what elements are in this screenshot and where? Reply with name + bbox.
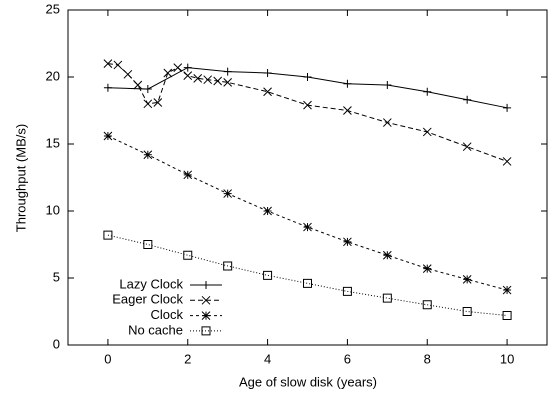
- marker: [103, 59, 113, 68]
- x-tick-label: 8: [424, 351, 431, 366]
- marker: [462, 307, 472, 316]
- marker: [113, 60, 123, 70]
- marker: [503, 103, 512, 112]
- marker: [343, 106, 352, 115]
- plot-frame: [67, 9, 548, 346]
- legend-label: Eager Clock: [112, 292, 183, 307]
- marker: [382, 250, 392, 260]
- marker: [223, 78, 233, 87]
- marker: [303, 222, 312, 232]
- marker: [263, 206, 272, 216]
- marker: [203, 75, 213, 85]
- y-tick-label: 5: [53, 269, 60, 284]
- marker: [422, 127, 432, 137]
- marker: [502, 285, 512, 295]
- marker: [201, 326, 211, 336]
- marker: [462, 142, 472, 152]
- marker: [383, 81, 392, 90]
- marker: [183, 170, 193, 180]
- marker: [303, 73, 312, 81]
- marker: [183, 63, 192, 72]
- marker: [103, 230, 113, 240]
- marker: [382, 293, 392, 303]
- marker: [213, 76, 223, 86]
- marker: [201, 295, 211, 305]
- marker: [502, 157, 512, 166]
- marker: [103, 83, 112, 92]
- marker: [201, 311, 211, 320]
- marker: [202, 281, 210, 289]
- marker: [423, 87, 432, 96]
- marker: [103, 131, 113, 141]
- y-tick-label: 10: [46, 202, 60, 217]
- x-tick-label: 4: [264, 351, 271, 366]
- x-axis-label: Age of slow disk (years): [239, 374, 377, 389]
- marker: [303, 278, 312, 288]
- x-tick-label: 0: [104, 351, 111, 366]
- marker: [462, 274, 472, 284]
- marker: [342, 286, 352, 296]
- series-line: [107, 135, 508, 291]
- y-tick-label: 15: [46, 135, 60, 150]
- legend-label: No cache: [128, 322, 183, 337]
- marker: [303, 100, 312, 110]
- marker: [193, 73, 203, 83]
- marker: [223, 67, 232, 76]
- y-tick-label: 25: [46, 1, 60, 16]
- legend-label: Clock: [150, 307, 183, 322]
- marker: [133, 80, 143, 90]
- marker: [143, 240, 153, 249]
- marker: [263, 68, 272, 77]
- x-tick-label: 10: [500, 351, 514, 366]
- marker: [143, 150, 153, 160]
- marker: [153, 98, 163, 107]
- marker: [183, 250, 193, 260]
- marker: [343, 79, 352, 88]
- marker: [173, 63, 183, 72]
- x-tick-label: 2: [184, 351, 191, 366]
- y-tick-label: 0: [53, 336, 60, 351]
- marker: [343, 237, 352, 247]
- marker: [422, 264, 432, 273]
- marker: [382, 118, 392, 127]
- marker: [502, 311, 512, 321]
- marker: [263, 270, 273, 280]
- marker: [143, 99, 153, 109]
- marker: [422, 300, 432, 310]
- marker: [183, 71, 193, 81]
- marker: [463, 95, 472, 104]
- marker: [263, 87, 272, 97]
- marker: [143, 85, 152, 94]
- marker: [223, 261, 233, 271]
- x-tick-label: 6: [344, 351, 351, 366]
- series-line: [107, 63, 508, 162]
- marker: [123, 69, 133, 79]
- marker: [163, 68, 173, 78]
- y-tick-label: 20: [46, 68, 60, 83]
- marker: [223, 189, 233, 198]
- y-axis-label: Throughput (MB/s): [13, 124, 28, 232]
- legend-label: Lazy Clock: [119, 276, 183, 291]
